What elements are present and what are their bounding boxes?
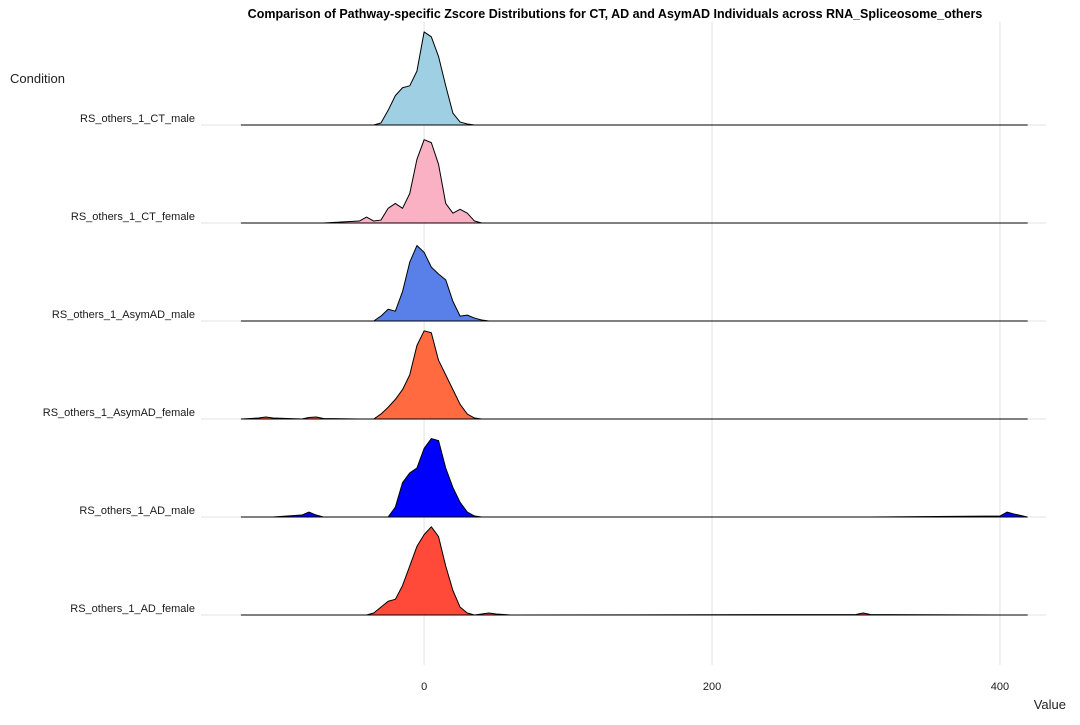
x-axis-title: Value <box>1034 697 1066 712</box>
x-tick-label: 200 <box>703 681 721 693</box>
chart-title: Comparison of Pathway-specific Zscore Di… <box>248 7 983 21</box>
x-tick-label: 0 <box>421 681 427 693</box>
x-tick-label: 400 <box>991 681 1009 693</box>
y-tick-label: RS_others_1_AsymAD_male <box>52 309 195 321</box>
density-ridge <box>240 245 1028 322</box>
y-tick-label: RS_others_1_CT_male <box>80 113 195 125</box>
density-ridge <box>240 330 1028 420</box>
density-ridge <box>240 31 1028 126</box>
y-tick-label: RS_others_1_AsymAD_female <box>43 407 195 419</box>
y-tick-label: RS_others_1_AD_male <box>79 505 195 517</box>
density-ridge <box>240 526 1028 616</box>
density-ridge <box>240 139 1028 224</box>
y-tick-label: RS_others_1_AD_female <box>70 603 195 615</box>
y-tick-label: RS_others_1_CT_female <box>71 211 195 223</box>
y-axis-title: Condition <box>10 71 65 86</box>
density-ridge <box>240 438 1028 518</box>
